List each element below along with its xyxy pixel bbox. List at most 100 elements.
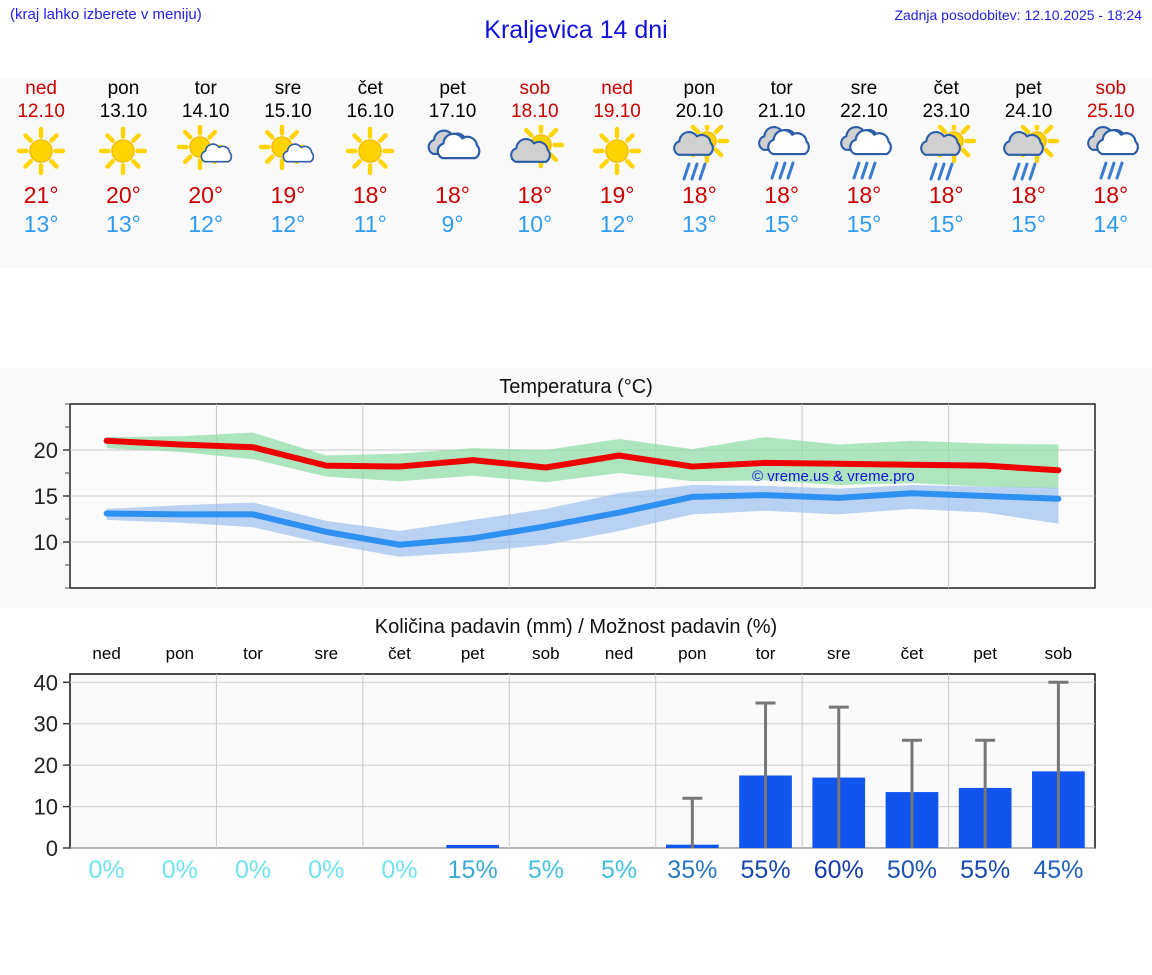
forecast-temp-max: 18° [682,182,717,208]
forecast-day-date: 24.10 [1004,101,1053,122]
forecast-temp-max: 21° [23,182,59,208]
forecast-temp-max: 18° [928,182,964,208]
forecast-day-name: pon [107,78,140,99]
forecast-temp-max: 18° [846,182,882,208]
forecast-day-name: ned [25,78,57,99]
precipitation-probability-label: 45% [1033,856,1084,884]
forecast-day-name: tor [194,78,217,99]
forecast-day-date: 23.10 [922,101,970,122]
precipitation-day-label: pet [460,644,485,663]
precipitation-bar [446,845,500,848]
forecast-day-column[interactable]: ned 19.10 19° 12° [576,78,658,268]
forecast-day-name: sre [850,78,878,99]
forecast-day-date: 15.10 [264,101,312,122]
precipitation-chart-canvas: 0 10 20 30 40 [0,666,1152,856]
forecast-day-column[interactable]: pet 17.10 18° 9° [411,78,493,268]
forecast-day-name: pet [439,78,466,99]
forecast-day-column[interactable]: pon 13.10 20° 13° [82,78,164,268]
precipitation-day-label: sob [1044,644,1073,663]
forecast-day-name: sob [519,78,551,99]
precipitation-day-label: pon [165,644,194,663]
forecast-day-column[interactable]: čet 16.10 18° 11° [329,78,411,268]
forecast-day-column[interactable]: sob 25.10 18° 14° [1070,78,1152,268]
forecast-day-column[interactable]: tor 21.10 18° 15° [741,78,823,268]
spacer [0,268,1152,368]
forecast-weather-icon [256,125,320,181]
forecast-weather-icon [503,125,567,181]
forecast-temp-max: 18° [764,182,800,208]
forecast-day-column[interactable]: tor 14.10 20° 12° [165,78,247,268]
precipitation-day-label: sre [314,644,339,663]
precipitation-probability-label: 15% [447,856,498,884]
forecast-day-date: 16.10 [346,101,395,122]
forecast-strip: ned 12.10 21° 13° pon 13.10 20° 13° tor 14.10 20°… [0,78,1152,268]
sun-cloud-rain-icon [920,125,977,181]
forecast-day-name: ned [601,78,633,99]
precipitation-day-labels: ned pon tor sre čet pet sob ned pon tor sre čet pet s… [0,644,1152,666]
precipitation-day-label: sob [532,644,560,663]
sun-small-cloud-icon [258,125,315,171]
forecast-temp-min: 13° [682,211,717,237]
forecast-day-name: sob [1095,78,1127,99]
forecast-temp-min: 14° [1093,211,1129,237]
forecast-day-date: 13.10 [99,101,148,122]
forecast-day-column[interactable]: sre 22.10 18° 15° [823,78,905,268]
sun-cloud-icon [509,125,565,169]
precipitation-probability-label: 35% [667,856,718,884]
precipitation-day-label: sre [826,644,851,663]
precipitation-day-label: ned [92,644,121,663]
forecast-temp-min: 15° [928,211,964,237]
sun-icon [99,126,148,176]
forecast-weather-icon [338,125,402,181]
svg-text:10: 10 [34,530,58,555]
forecast-day-column[interactable]: pon 20.10 18° 13° [658,78,740,268]
precipitation-day-label: čet [900,644,924,663]
forecast-weather-icon [914,125,978,181]
forecast-weather-icon [91,125,155,181]
forecast-temp-max: 18° [352,182,388,208]
forecast-weather-icon [750,125,814,181]
forecast-day-column[interactable]: pet 24.10 18° 15° [987,78,1069,268]
last-updated-label: Zadnja posodobitev: 12.10.2025 - 18:24 [894,7,1142,23]
precipitation-day-label: tor [755,644,776,663]
precipitation-probability-label: 0% [381,856,418,884]
svg-text:15: 15 [34,484,58,509]
forecast-temp-max: 18° [1093,182,1129,208]
forecast-day-name: tor [770,78,793,99]
forecast-temp-min: 12° [188,211,224,237]
forecast-day-column[interactable]: čet 23.10 18° 15° [905,78,987,268]
svg-text:20: 20 [34,753,58,778]
precipitation-probability-label: 60% [813,856,864,884]
svg-text:0: 0 [46,836,58,856]
precipitation-probability-label: 55% [740,856,791,884]
forecast-day-column[interactable]: sre 15.10 19° 12° [247,78,329,268]
forecast-weather-icon [174,125,238,181]
forecast-day-column[interactable]: ned 12.10 21° 13° [0,78,82,268]
forecast-temp-min: 13° [106,211,141,237]
forecast-day-date: 14.10 [181,101,230,122]
svg-text:30: 30 [34,712,58,737]
sun-icon [16,126,66,176]
forecast-weather-icon [832,125,896,181]
precipitation-day-label: pet [973,644,997,663]
precipitation-probability-label: 0% [308,856,345,884]
forecast-day-name: pon [683,78,716,99]
forecast-weather-icon [667,125,731,181]
menu-hint-label: (kraj lahko izberete v meniju) [10,6,202,23]
forecast-day-column[interactable]: sob 18.10 18° 10° [494,78,576,268]
forecast-temp-min: 13° [23,211,59,237]
forecast-weather-icon [997,125,1061,181]
cloudy-icon [427,129,480,160]
precipitation-probability-label: 0% [234,856,272,884]
cloud-rain-icon [757,126,810,180]
precipitation-chart-title: Količina padavin (mm) / Možnost padavin … [374,616,778,638]
forecast-day-name: čet [357,78,383,99]
svg-text:10: 10 [34,795,58,820]
page-header: (kraj lahko izberete v meniju) Kraljevic… [0,0,1152,78]
forecast-temp-max: 20° [106,182,141,208]
forecast-day-date: 17.10 [428,101,477,122]
precipitation-probability-label: 5% [601,856,638,884]
sun-cloud-rain-icon [1002,125,1059,181]
sun-small-cloud-icon [176,125,232,171]
sun-icon [346,126,395,176]
